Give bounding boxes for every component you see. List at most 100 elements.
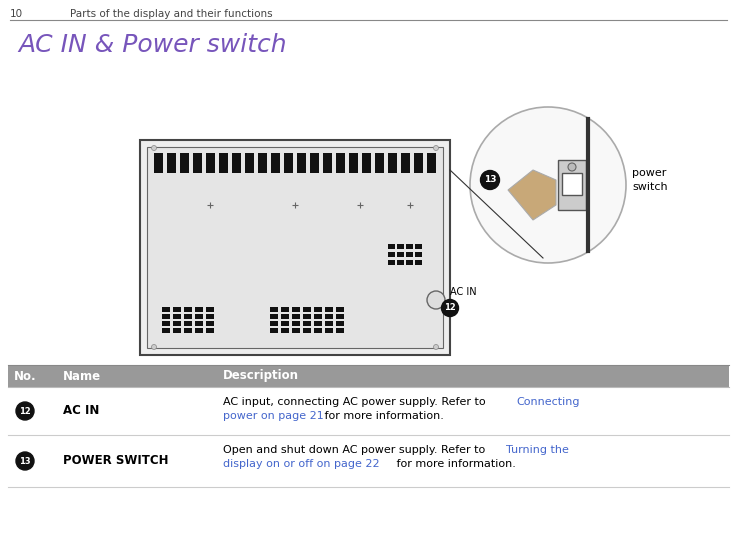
FancyBboxPatch shape bbox=[415, 244, 422, 249]
FancyBboxPatch shape bbox=[406, 260, 413, 265]
FancyBboxPatch shape bbox=[325, 328, 333, 333]
Text: AC IN: AC IN bbox=[63, 405, 99, 417]
Text: No.: No. bbox=[14, 370, 37, 382]
FancyBboxPatch shape bbox=[271, 153, 280, 173]
FancyBboxPatch shape bbox=[558, 160, 586, 210]
FancyBboxPatch shape bbox=[325, 307, 333, 312]
FancyBboxPatch shape bbox=[173, 307, 181, 312]
FancyBboxPatch shape bbox=[195, 314, 203, 319]
Text: AC input, connecting AC power supply. Refer to: AC input, connecting AC power supply. Re… bbox=[223, 397, 489, 407]
Circle shape bbox=[481, 170, 500, 189]
FancyBboxPatch shape bbox=[388, 244, 395, 249]
Text: display on or off on page 22: display on or off on page 22 bbox=[223, 459, 380, 469]
Circle shape bbox=[152, 345, 156, 350]
FancyBboxPatch shape bbox=[184, 307, 192, 312]
FancyBboxPatch shape bbox=[336, 321, 344, 326]
FancyBboxPatch shape bbox=[397, 260, 404, 265]
FancyBboxPatch shape bbox=[415, 252, 422, 257]
Circle shape bbox=[152, 145, 156, 150]
FancyBboxPatch shape bbox=[232, 153, 241, 173]
FancyBboxPatch shape bbox=[270, 314, 278, 319]
FancyBboxPatch shape bbox=[362, 153, 371, 173]
FancyBboxPatch shape bbox=[314, 307, 322, 312]
Text: AC IN & Power switch: AC IN & Power switch bbox=[18, 33, 287, 57]
Circle shape bbox=[470, 107, 626, 263]
FancyBboxPatch shape bbox=[336, 153, 345, 173]
FancyBboxPatch shape bbox=[375, 153, 384, 173]
FancyBboxPatch shape bbox=[206, 328, 214, 333]
FancyBboxPatch shape bbox=[206, 307, 214, 312]
FancyBboxPatch shape bbox=[314, 314, 322, 319]
Text: 13: 13 bbox=[19, 457, 31, 466]
FancyBboxPatch shape bbox=[8, 365, 729, 387]
FancyBboxPatch shape bbox=[314, 328, 322, 333]
FancyBboxPatch shape bbox=[184, 314, 192, 319]
FancyBboxPatch shape bbox=[281, 307, 289, 312]
FancyBboxPatch shape bbox=[154, 153, 163, 173]
Text: Description: Description bbox=[223, 370, 299, 382]
Text: 13: 13 bbox=[483, 175, 496, 184]
FancyBboxPatch shape bbox=[303, 307, 311, 312]
FancyBboxPatch shape bbox=[323, 153, 332, 173]
FancyBboxPatch shape bbox=[206, 314, 214, 319]
FancyBboxPatch shape bbox=[349, 153, 358, 173]
Text: Turning the: Turning the bbox=[506, 445, 569, 455]
Text: for more information.: for more information. bbox=[321, 411, 444, 421]
FancyBboxPatch shape bbox=[292, 314, 300, 319]
FancyBboxPatch shape bbox=[325, 314, 333, 319]
FancyBboxPatch shape bbox=[270, 321, 278, 326]
FancyBboxPatch shape bbox=[167, 153, 176, 173]
FancyBboxPatch shape bbox=[270, 328, 278, 333]
FancyBboxPatch shape bbox=[173, 328, 181, 333]
Circle shape bbox=[16, 452, 34, 470]
Circle shape bbox=[433, 345, 439, 350]
Circle shape bbox=[427, 291, 445, 309]
FancyBboxPatch shape bbox=[310, 153, 319, 173]
FancyBboxPatch shape bbox=[245, 153, 254, 173]
Polygon shape bbox=[508, 170, 556, 220]
FancyBboxPatch shape bbox=[406, 252, 413, 257]
FancyBboxPatch shape bbox=[406, 244, 413, 249]
Circle shape bbox=[433, 145, 439, 150]
Text: Open and shut down AC power supply. Refer to: Open and shut down AC power supply. Refe… bbox=[223, 445, 489, 455]
FancyBboxPatch shape bbox=[206, 153, 215, 173]
Text: 10: 10 bbox=[10, 9, 23, 19]
Circle shape bbox=[568, 163, 576, 171]
FancyBboxPatch shape bbox=[292, 307, 300, 312]
Circle shape bbox=[441, 300, 458, 316]
FancyBboxPatch shape bbox=[147, 147, 443, 348]
Text: 12: 12 bbox=[19, 406, 31, 416]
FancyBboxPatch shape bbox=[303, 328, 311, 333]
FancyBboxPatch shape bbox=[281, 328, 289, 333]
FancyBboxPatch shape bbox=[388, 260, 395, 265]
FancyBboxPatch shape bbox=[162, 307, 170, 312]
FancyBboxPatch shape bbox=[562, 173, 582, 195]
FancyBboxPatch shape bbox=[336, 307, 344, 312]
Text: power on page 21: power on page 21 bbox=[223, 411, 324, 421]
FancyBboxPatch shape bbox=[414, 153, 423, 173]
Circle shape bbox=[16, 402, 34, 420]
FancyBboxPatch shape bbox=[162, 314, 170, 319]
FancyBboxPatch shape bbox=[219, 153, 228, 173]
Text: power
switch: power switch bbox=[632, 168, 668, 192]
FancyBboxPatch shape bbox=[303, 314, 311, 319]
Text: Parts of the display and their functions: Parts of the display and their functions bbox=[70, 9, 273, 19]
FancyBboxPatch shape bbox=[195, 321, 203, 326]
FancyBboxPatch shape bbox=[325, 321, 333, 326]
FancyBboxPatch shape bbox=[397, 252, 404, 257]
FancyBboxPatch shape bbox=[314, 321, 322, 326]
FancyBboxPatch shape bbox=[184, 321, 192, 326]
FancyBboxPatch shape bbox=[195, 328, 203, 333]
FancyBboxPatch shape bbox=[292, 321, 300, 326]
FancyBboxPatch shape bbox=[180, 153, 189, 173]
Text: AC IN: AC IN bbox=[450, 287, 477, 297]
FancyBboxPatch shape bbox=[173, 321, 181, 326]
FancyBboxPatch shape bbox=[284, 153, 293, 173]
FancyBboxPatch shape bbox=[193, 153, 202, 173]
FancyBboxPatch shape bbox=[336, 314, 344, 319]
Text: 12: 12 bbox=[444, 304, 456, 312]
FancyBboxPatch shape bbox=[173, 314, 181, 319]
FancyBboxPatch shape bbox=[162, 321, 170, 326]
FancyBboxPatch shape bbox=[195, 307, 203, 312]
FancyBboxPatch shape bbox=[206, 321, 214, 326]
